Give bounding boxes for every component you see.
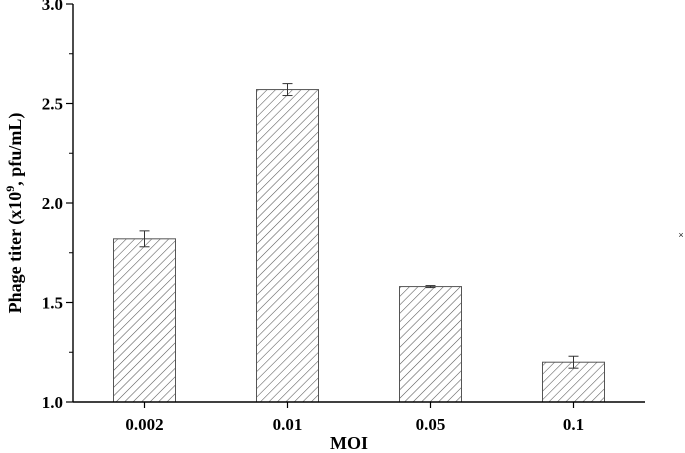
y-axis-title: Phage titer (x109, pfu/mL): [3, 113, 26, 314]
y-tick-label-2.5: 2.5: [42, 95, 63, 114]
y-tick-label-1.0: 1.0: [42, 393, 63, 412]
error-bar-0.002: [139, 230, 150, 248]
y-axis-title-tail: , pfu/mL): [5, 113, 26, 186]
stray-mark: ×: [678, 230, 683, 240]
x-tick-label-0.01: 0.01: [273, 415, 303, 434]
y-tick-label-3.0: 3.0: [42, 0, 63, 14]
bar-0.01: [256, 89, 319, 403]
bars-layer: [113, 83, 605, 403]
y-tick-label-2.0: 2.0: [42, 194, 63, 213]
bar-0.002: [113, 238, 176, 403]
x-tick-label-0.002: 0.002: [125, 415, 163, 434]
y-axis-title-main: Phage titer (x10: [5, 192, 26, 314]
x-tick-label-0.1: 0.1: [563, 415, 584, 434]
x-tick-label-0.05: 0.05: [416, 415, 446, 434]
x-ticks-layer: 0.002 0.01 0.05 0.1: [125, 402, 584, 434]
y-axis-title-sup: 9: [3, 186, 17, 192]
error-bar-0.01: [282, 83, 293, 97]
y-ticks-layer: 1.0 1.5 2.0 2.5 3.0: [42, 0, 73, 412]
error-bar-0.05: [425, 285, 436, 289]
error-bar-0.1: [568, 355, 579, 369]
bar-0.1: [542, 361, 605, 403]
bar-0.05: [399, 286, 462, 403]
y-tick-label-1.5: 1.5: [42, 294, 63, 313]
x-axis-title: MOI: [330, 433, 368, 453]
